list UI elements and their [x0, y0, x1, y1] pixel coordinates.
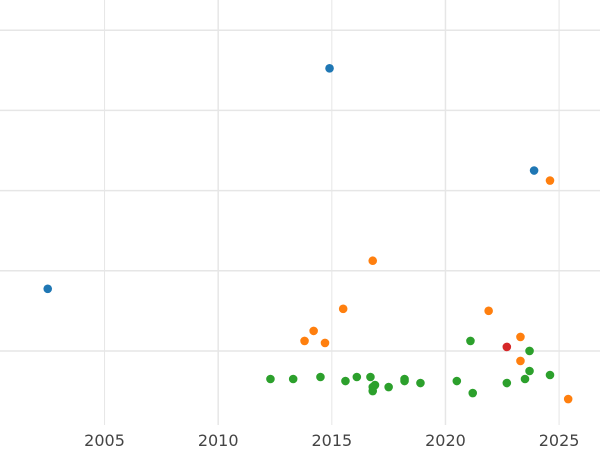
data-point — [368, 256, 378, 266]
data-point — [288, 374, 298, 384]
data-point — [43, 284, 53, 294]
data-point — [484, 306, 493, 316]
data-point — [520, 374, 530, 384]
data-point — [525, 366, 534, 376]
data-point — [320, 338, 330, 348]
data-point — [525, 346, 534, 356]
data-point — [266, 374, 275, 384]
x-tick-label: 2025 — [539, 431, 580, 450]
data-point — [309, 326, 318, 336]
data-point — [316, 372, 325, 382]
data-point — [338, 304, 348, 314]
data-point — [384, 382, 393, 392]
data-point — [352, 372, 362, 382]
data-point — [416, 378, 425, 388]
data-point — [325, 63, 334, 73]
data-point — [516, 356, 525, 366]
data-point — [366, 372, 375, 382]
data-point — [516, 332, 525, 342]
x-tick-labels: 2005 2010 2015 2020 2025 — [84, 431, 579, 450]
x-tick-label: 2015 — [311, 431, 352, 450]
x-tick-label: 2020 — [425, 431, 466, 450]
data-point — [529, 166, 539, 175]
data-point — [502, 342, 512, 352]
data-point — [300, 336, 309, 346]
x-tick-label: 2005 — [84, 431, 125, 450]
data-point — [368, 386, 378, 396]
data-point — [468, 388, 478, 398]
x-tick-label: 2010 — [198, 431, 239, 450]
data-point — [502, 378, 512, 388]
data-point — [341, 376, 350, 386]
data-point — [545, 370, 555, 380]
data-point — [545, 176, 555, 185]
data-point — [466, 336, 475, 346]
data-points — [43, 63, 573, 404]
data-point — [563, 394, 573, 404]
data-point — [400, 376, 409, 386]
data-point — [452, 376, 462, 386]
